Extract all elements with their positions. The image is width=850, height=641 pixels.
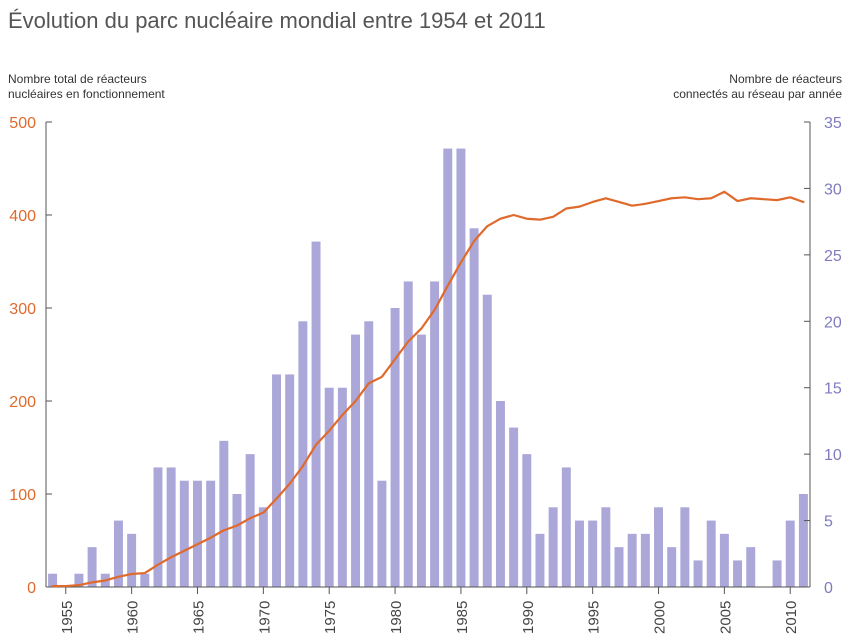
- bar-1962: [153, 467, 163, 587]
- bar-1992: [548, 507, 558, 587]
- left-tick-label-0: 0: [27, 580, 36, 597]
- bar-2007: [746, 547, 756, 587]
- bar-1980: [390, 308, 400, 587]
- left-tick-label-200: 200: [9, 394, 36, 411]
- right-tick-label-30: 30: [824, 181, 842, 198]
- bar-1959: [113, 520, 123, 587]
- bar-1977: [351, 334, 361, 587]
- bar-2002: [680, 507, 690, 587]
- bar-1965: [193, 480, 202, 587]
- bar-1974: [311, 241, 321, 587]
- x-tick-label-1960: 1960: [125, 601, 142, 634]
- bar-1995: [588, 520, 598, 587]
- left-tick-label-300: 300: [9, 301, 36, 318]
- bar-1966: [206, 480, 216, 587]
- bar-1997: [614, 547, 624, 587]
- x-tick-label-1955: 1955: [59, 601, 76, 634]
- bar-2010: [785, 520, 795, 587]
- left-axis-caption-line2: nucléaires en fonctionnement: [8, 87, 165, 101]
- bar-2005: [719, 533, 729, 587]
- x-tick-label-1985: 1985: [454, 601, 471, 634]
- bar-1989: [509, 427, 519, 587]
- bar-1970: [258, 507, 268, 587]
- bar-1998: [627, 533, 637, 587]
- bar-1987: [482, 294, 492, 587]
- x-tick-label-2005: 2005: [717, 601, 734, 634]
- bar-1969: [245, 454, 255, 587]
- bar-2004: [706, 520, 716, 587]
- bar-1976: [337, 387, 347, 587]
- right-tick-label-0: 0: [824, 580, 833, 597]
- x-tick-label-1980: 1980: [388, 601, 405, 634]
- bar-1954: [48, 573, 58, 587]
- bar-1961: [140, 573, 150, 587]
- x-tick-label-1970: 1970: [256, 601, 273, 634]
- right-axis-caption-line2: connectés au réseau par année: [673, 87, 842, 101]
- bar-1972: [285, 374, 295, 587]
- bar-1960: [127, 533, 137, 587]
- x-tick-label-1975: 1975: [322, 601, 339, 634]
- bar-1956: [74, 573, 84, 587]
- reactors-total-line: [51, 190, 805, 588]
- x-tick-label-1965: 1965: [190, 601, 207, 634]
- bar-1973: [298, 321, 308, 587]
- bar-1963: [166, 467, 176, 587]
- right-tick-label-20: 20: [824, 314, 842, 331]
- bar-1968: [232, 494, 242, 587]
- bar-1975: [324, 387, 334, 587]
- bar-1999: [640, 533, 650, 587]
- bar-1984: [443, 148, 453, 587]
- bar-2001: [667, 547, 677, 587]
- bar-2003: [693, 560, 703, 587]
- bar-1957: [87, 547, 97, 587]
- bar-1988: [495, 401, 505, 587]
- bar-1996: [601, 507, 611, 587]
- bar-1981: [403, 281, 413, 587]
- right-tick-label-35: 35: [824, 115, 842, 132]
- bar-1993: [561, 467, 571, 587]
- right-tick-label-10: 10: [824, 447, 842, 464]
- bar-2006: [733, 560, 743, 587]
- right-tick-label-15: 15: [824, 381, 842, 398]
- right-axis-caption: Nombre de réacteurs connectés au réseau …: [673, 72, 842, 102]
- x-tick-label-1990: 1990: [520, 601, 537, 634]
- left-tick-label-400: 400: [9, 208, 36, 225]
- bar-2000: [654, 507, 663, 587]
- bar-1983: [430, 281, 440, 587]
- bar-1979: [377, 480, 387, 587]
- chart-title: Évolution du parc nucléaire mondial entr…: [8, 8, 546, 33]
- bar-1982: [416, 334, 426, 587]
- right-axis-caption-line1: Nombre de réacteurs: [729, 72, 842, 86]
- bar-2009: [772, 560, 782, 587]
- left-tick-label-100: 100: [9, 487, 36, 504]
- bar-1994: [575, 520, 584, 587]
- bar-1986: [469, 228, 479, 588]
- x-tick-label-2000: 2000: [652, 601, 669, 634]
- bar-1991: [535, 533, 545, 587]
- bar-1964: [179, 480, 189, 587]
- x-tick-label-2010: 2010: [783, 601, 800, 634]
- bar-1971: [272, 374, 281, 587]
- x-tick-label-1995: 1995: [586, 601, 603, 634]
- bar-1978: [364, 321, 374, 587]
- bar-1990: [522, 454, 532, 587]
- bar-2011: [798, 494, 808, 587]
- right-tick-label-5: 5: [824, 514, 833, 531]
- bar-1985: [456, 148, 466, 587]
- left-tick-label-500: 500: [9, 115, 36, 132]
- right-tick-label-25: 25: [824, 248, 842, 265]
- left-axis-caption: Nombre total de réacteurs nucléaires en …: [8, 72, 165, 102]
- bar-1967: [219, 440, 229, 587]
- left-axis-caption-line1: Nombre total de réacteurs: [8, 72, 147, 86]
